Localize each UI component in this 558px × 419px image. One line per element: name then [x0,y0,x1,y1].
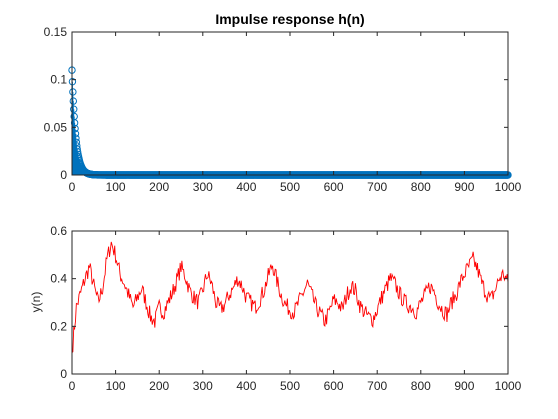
x-tick-label: 700 [367,379,387,393]
y-tick-label: 0.4 [50,272,67,286]
x-tick-label: 300 [193,379,213,393]
x-tick-label: 800 [411,180,431,194]
stem-marker [70,119,79,127]
x-tick-label: 500 [280,180,300,194]
signal-series [71,241,509,353]
x-tick-label: 100 [106,379,126,393]
y-tick-label: 0 [60,367,67,381]
x-tick-label: 500 [280,379,300,393]
stem-marker [72,138,81,147]
x-tick-label: 1000 [495,180,522,194]
stem-marker [72,134,80,142]
y-tick-label: 0.05 [44,120,68,134]
chart-title: Impulse response h(n) [215,11,364,27]
x-tick-label: 600 [324,180,344,194]
y-axis-label: y(n) [29,292,43,313]
y-tick-label: 0.1 [50,73,67,87]
x-tick-label: 400 [236,379,256,393]
y-tick-label: 0.15 [44,25,68,39]
x-tick-label: 1000 [495,379,522,393]
output-signal-axes: 0 100 200 300 400 500 600 700 800 900 1000 0 0.2 0.4 0… [29,224,522,393]
impulse-response-axes: 0 100 200 300 400 500 600 700 800 900 1000 0 0.05 0.1… [44,11,522,194]
x-tick-label: 400 [236,180,256,194]
axis-ticks: 0 100 200 300 400 500 600 700 800 900 1000 0 0.05 0.1… [44,25,522,194]
plot-area [72,32,508,175]
x-tick-label: 300 [193,180,213,194]
x-tick-label: 900 [454,379,474,393]
y-tick-label: 0.2 [50,319,67,333]
stem-marker [69,97,78,105]
x-tick-label: 800 [411,379,431,393]
stem-marker [69,88,77,96]
x-tick-label: 600 [324,379,344,393]
stem-marker [70,105,78,113]
x-tick-label: 900 [454,180,474,194]
signal-line [71,241,509,353]
y-tick-label: 0.6 [50,224,67,238]
x-tick-label: 0 [69,379,76,393]
axis-ticks: 0 100 200 300 400 500 600 700 800 900 1000 0 0.2 0.4 0… [50,224,521,393]
plot-area [72,231,508,374]
x-tick-label: 200 [149,180,169,194]
x-tick-label: 700 [367,180,387,194]
x-tick-label: 100 [106,180,126,194]
x-tick-label: 200 [149,379,169,393]
x-tick-label: 0 [69,180,76,194]
y-tick-label: 0 [60,168,67,182]
